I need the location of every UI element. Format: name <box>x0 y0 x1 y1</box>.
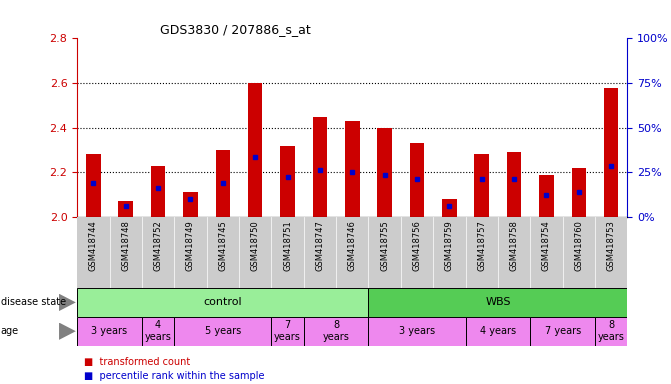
Text: GSM418749: GSM418749 <box>186 220 195 271</box>
Bar <box>86 154 101 217</box>
Bar <box>507 152 521 217</box>
Text: GSM418757: GSM418757 <box>477 220 486 271</box>
Bar <box>174 317 271 346</box>
Bar <box>313 116 327 217</box>
Polygon shape <box>59 323 76 340</box>
Text: 3 years: 3 years <box>399 326 435 336</box>
Text: 8
years: 8 years <box>323 320 350 342</box>
Bar <box>368 317 466 346</box>
Bar <box>77 288 368 317</box>
Text: ■  transformed count: ■ transformed count <box>84 357 190 367</box>
Text: 3 years: 3 years <box>91 326 127 336</box>
Bar <box>604 88 619 217</box>
Text: GSM418750: GSM418750 <box>251 220 260 271</box>
Bar <box>466 317 530 346</box>
Text: ■  percentile rank within the sample: ■ percentile rank within the sample <box>84 371 264 381</box>
Text: GSM418758: GSM418758 <box>509 220 519 271</box>
Text: GSM418747: GSM418747 <box>315 220 324 271</box>
Bar <box>119 201 133 217</box>
Text: disease state: disease state <box>1 297 66 308</box>
Text: 7 years: 7 years <box>545 326 581 336</box>
Text: 5 years: 5 years <box>205 326 241 336</box>
Bar <box>77 317 142 346</box>
Bar <box>530 317 595 346</box>
Text: GSM418759: GSM418759 <box>445 220 454 271</box>
Text: 4 years: 4 years <box>480 326 516 336</box>
Text: GSM418748: GSM418748 <box>121 220 130 271</box>
Text: GSM418751: GSM418751 <box>283 220 292 271</box>
Bar <box>142 317 174 346</box>
Text: GSM418753: GSM418753 <box>607 220 616 271</box>
Text: 4
years: 4 years <box>145 320 172 342</box>
Bar <box>368 288 627 317</box>
Bar <box>280 146 295 217</box>
Bar <box>377 128 392 217</box>
Bar <box>539 175 554 217</box>
Text: 7
years: 7 years <box>274 320 301 342</box>
Bar <box>572 168 586 217</box>
Polygon shape <box>59 294 76 311</box>
Text: GSM418752: GSM418752 <box>154 220 162 271</box>
Bar <box>183 192 198 217</box>
Bar <box>248 83 262 217</box>
Text: GSM418746: GSM418746 <box>348 220 357 271</box>
Bar <box>151 166 165 217</box>
Text: GSM418756: GSM418756 <box>413 220 421 271</box>
Text: GDS3830 / 207886_s_at: GDS3830 / 207886_s_at <box>160 23 311 36</box>
Text: 8
years: 8 years <box>598 320 625 342</box>
Bar <box>215 150 230 217</box>
Text: GSM418760: GSM418760 <box>574 220 583 271</box>
Bar <box>345 121 360 217</box>
Text: control: control <box>203 297 242 308</box>
Bar <box>474 154 489 217</box>
Text: GSM418755: GSM418755 <box>380 220 389 271</box>
Bar <box>304 317 368 346</box>
Text: age: age <box>1 326 19 336</box>
Bar <box>271 317 304 346</box>
Text: GSM418754: GSM418754 <box>542 220 551 271</box>
Bar <box>595 317 627 346</box>
Bar <box>410 143 424 217</box>
Text: GSM418744: GSM418744 <box>89 220 98 271</box>
Text: GSM418745: GSM418745 <box>218 220 227 271</box>
Bar <box>442 199 457 217</box>
Text: WBS: WBS <box>485 297 511 308</box>
